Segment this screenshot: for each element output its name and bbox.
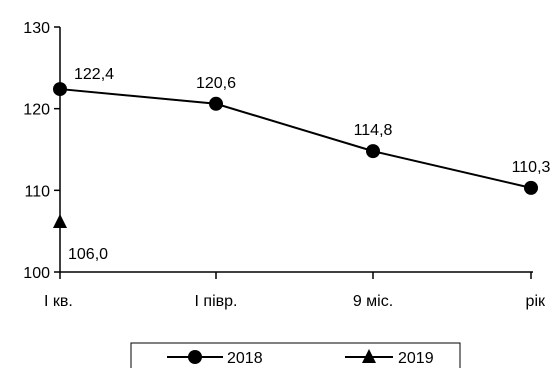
series-point-2018	[524, 180, 538, 195]
series-point-2019	[53, 214, 67, 228]
legend-label-2019: 2019	[398, 350, 434, 367]
legend-marker-2019	[362, 349, 376, 363]
data-label-2018: 120,6	[196, 75, 236, 92]
x-tick-label: рік	[526, 293, 546, 310]
data-label-2018: 122,4	[74, 66, 114, 83]
y-tick-label: 100	[23, 265, 50, 282]
legend-item-2019: 2019	[345, 349, 434, 367]
x-tick-label: 9 міс.	[353, 293, 393, 310]
y-tick-label: 120	[23, 102, 50, 119]
legend: 2018 2019	[130, 342, 461, 368]
x-ticks: I кв. I півр. 9 міс. рік	[44, 272, 546, 310]
legend-box	[130, 342, 461, 368]
x-tick-label: I півр.	[195, 293, 238, 310]
legend-marker-2018	[188, 350, 202, 364]
x-tick-label: I кв.	[44, 293, 73, 310]
legend-item-2018: 2018	[167, 350, 263, 367]
y-tick-label: 110	[24, 183, 50, 200]
data-label-2018: 114,8	[354, 122, 393, 139]
plot-area: 100 110 120 130 I кв. I півр. 9 міс. рік 122,4…	[23, 20, 550, 310]
series-layer: 122,4 120,6 114,8 110,3 106,0	[53, 66, 551, 263]
data-label-2018: 110,3	[512, 159, 551, 176]
legend-label-2018: 2018	[227, 350, 263, 367]
series-point-2018	[209, 96, 223, 111]
y-ticks: 100 110 120 130	[23, 20, 60, 282]
series-point-2018	[366, 144, 380, 159]
y-tick-label: 130	[23, 20, 50, 37]
series-point-2018	[53, 82, 67, 97]
series-line-2018	[59, 88, 532, 189]
data-label-2019: 106,0	[68, 246, 108, 263]
